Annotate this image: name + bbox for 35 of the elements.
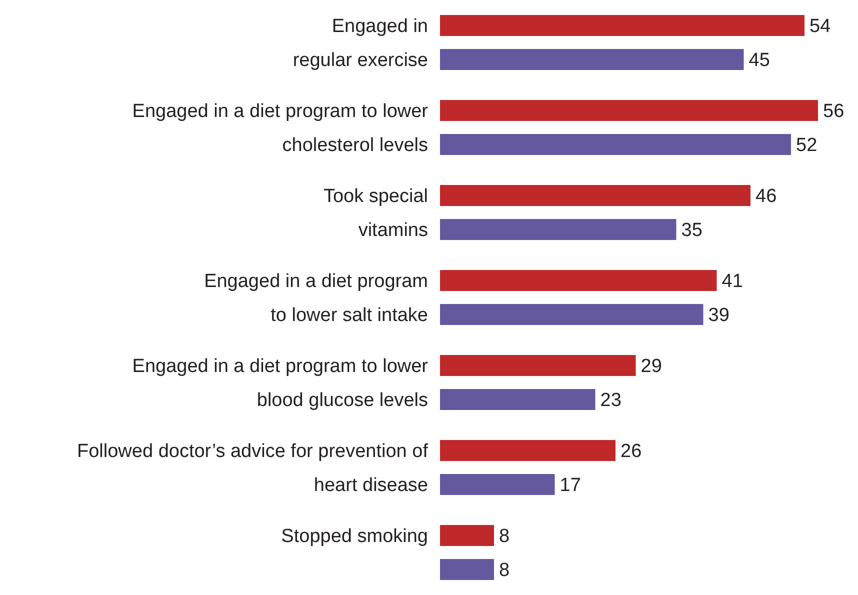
bar [440,440,616,461]
y-tick-label: Engaged in a diet program to lower salt intake [204,271,428,326]
bar [440,219,676,240]
bar [440,559,494,580]
data-label: 17 [560,475,581,496]
data-label: 29 [640,356,662,378]
y-tick-label: Took special vitamins [323,186,428,242]
bar [440,525,494,546]
bar [440,185,750,206]
bar [440,49,744,70]
bar [440,270,717,291]
data-label: 41 [722,271,743,292]
y-tick-label: Stopped smoking [281,526,428,548]
data-label: 26 [620,441,642,462]
bar [440,15,804,36]
bar [440,474,555,495]
data-label: 8 [499,526,510,548]
data-label: 8 [499,560,510,582]
y-tick-label: Engaged in a diet program to lower cholesterol levels [132,101,429,156]
data-label: 46 [756,186,777,208]
bar [440,134,791,155]
data-label: 23 [600,390,622,412]
y-tick-label: Engaged in a diet program to lower blood glucose levels [132,356,429,412]
data-label: 39 [708,305,730,326]
y-tick-label: Engaged in regular exercise [292,16,428,72]
data-label: 52 [796,135,818,156]
bar [440,304,704,325]
data-label: 54 [810,16,832,38]
bar [440,100,818,121]
y-tick-label: Followed doctor’s advice for prevention of heart disease [77,441,429,496]
data-label: 56 [823,101,844,122]
data-label: 35 [681,220,702,242]
bar [440,355,636,376]
data-label: 45 [748,50,770,72]
bar [440,389,596,410]
